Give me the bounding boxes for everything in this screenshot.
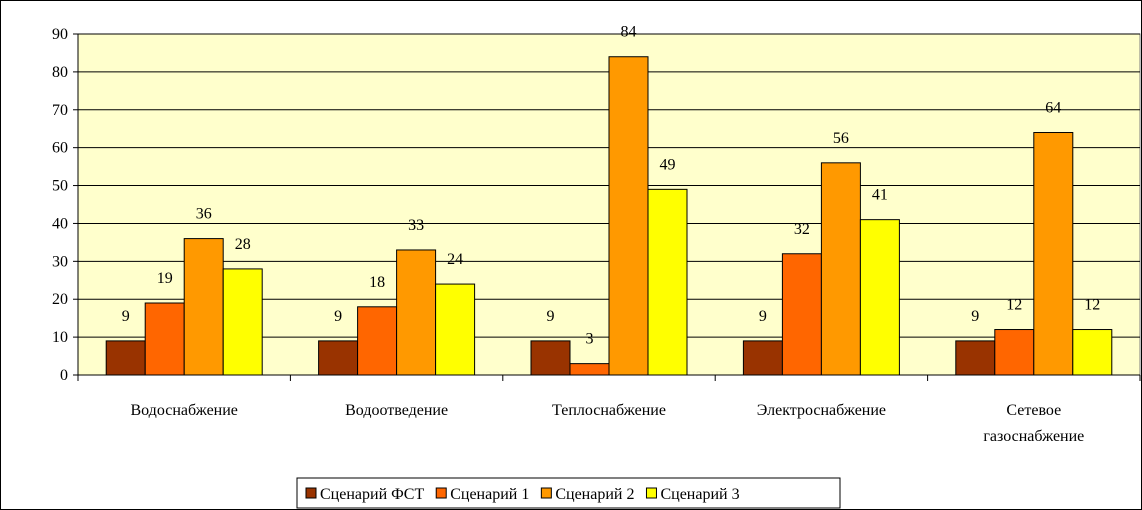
legend-label: Сценарий 2 xyxy=(555,486,634,503)
y-tick-label: 90 xyxy=(52,26,68,43)
data-label: 36 xyxy=(196,206,212,223)
data-label: 49 xyxy=(660,156,676,173)
bar xyxy=(1033,132,1074,376)
data-label: 12 xyxy=(1006,297,1022,314)
data-label: 41 xyxy=(872,187,888,204)
bar xyxy=(222,268,263,376)
data-label: 24 xyxy=(447,251,463,268)
bar xyxy=(569,363,610,376)
legend xyxy=(296,477,841,509)
bar xyxy=(318,340,359,376)
legend-label: Сценарий 1 xyxy=(450,486,529,503)
legend-swatch xyxy=(435,487,447,499)
data-label: 9 xyxy=(759,308,767,325)
data-label: 9 xyxy=(334,308,342,325)
y-tick-label: 60 xyxy=(52,140,68,157)
y-tick-label: 20 xyxy=(52,291,68,308)
data-label: 12 xyxy=(1084,297,1100,314)
data-label: 9 xyxy=(122,308,130,325)
data-label: 9 xyxy=(547,308,555,325)
x-tick-label: Теплоснабжение xyxy=(552,402,666,419)
x-tick-label: Водоотведение xyxy=(345,402,449,419)
bar xyxy=(994,329,1035,376)
bar xyxy=(435,283,476,376)
y-tick-label: 0 xyxy=(60,367,68,384)
y-tick-label: 80 xyxy=(52,64,68,81)
legend-swatch xyxy=(305,487,317,499)
x-tick-label: Электроснабжение xyxy=(756,402,887,419)
bar xyxy=(1072,329,1113,376)
bar xyxy=(396,249,437,376)
x-tick-label: Сетевое газоснабжение xyxy=(983,402,1085,445)
bar xyxy=(357,306,398,376)
bar xyxy=(955,340,996,376)
legend-label: Сценарий ФСТ xyxy=(320,486,424,503)
x-tick-label: Водоснабжение xyxy=(130,402,238,419)
data-label: 56 xyxy=(833,130,849,147)
legend-swatch xyxy=(645,487,657,499)
data-label: 9 xyxy=(971,308,979,325)
data-label: 19 xyxy=(157,270,173,287)
bar xyxy=(781,253,822,376)
bar xyxy=(530,340,571,376)
bar xyxy=(183,238,224,376)
data-label: 64 xyxy=(1045,100,1061,117)
legend-swatch xyxy=(540,487,552,499)
y-tick-label: 50 xyxy=(52,178,68,195)
data-label: 33 xyxy=(408,217,424,234)
data-label: 32 xyxy=(794,221,810,238)
y-tick-label: 70 xyxy=(52,102,68,119)
bar xyxy=(144,302,185,376)
bar xyxy=(742,340,783,376)
bar xyxy=(859,219,900,376)
data-label: 3 xyxy=(586,331,594,348)
bar xyxy=(608,56,649,376)
bar xyxy=(647,188,688,376)
y-tick-label: 30 xyxy=(52,253,68,270)
legend-label: Сценарий 3 xyxy=(660,486,739,503)
data-label: 18 xyxy=(369,274,385,291)
data-label: 84 xyxy=(621,24,637,41)
bar xyxy=(105,340,146,376)
bar xyxy=(820,162,861,376)
y-tick-label: 10 xyxy=(52,329,68,346)
data-label: 28 xyxy=(235,236,251,253)
y-tick-label: 40 xyxy=(52,215,68,232)
